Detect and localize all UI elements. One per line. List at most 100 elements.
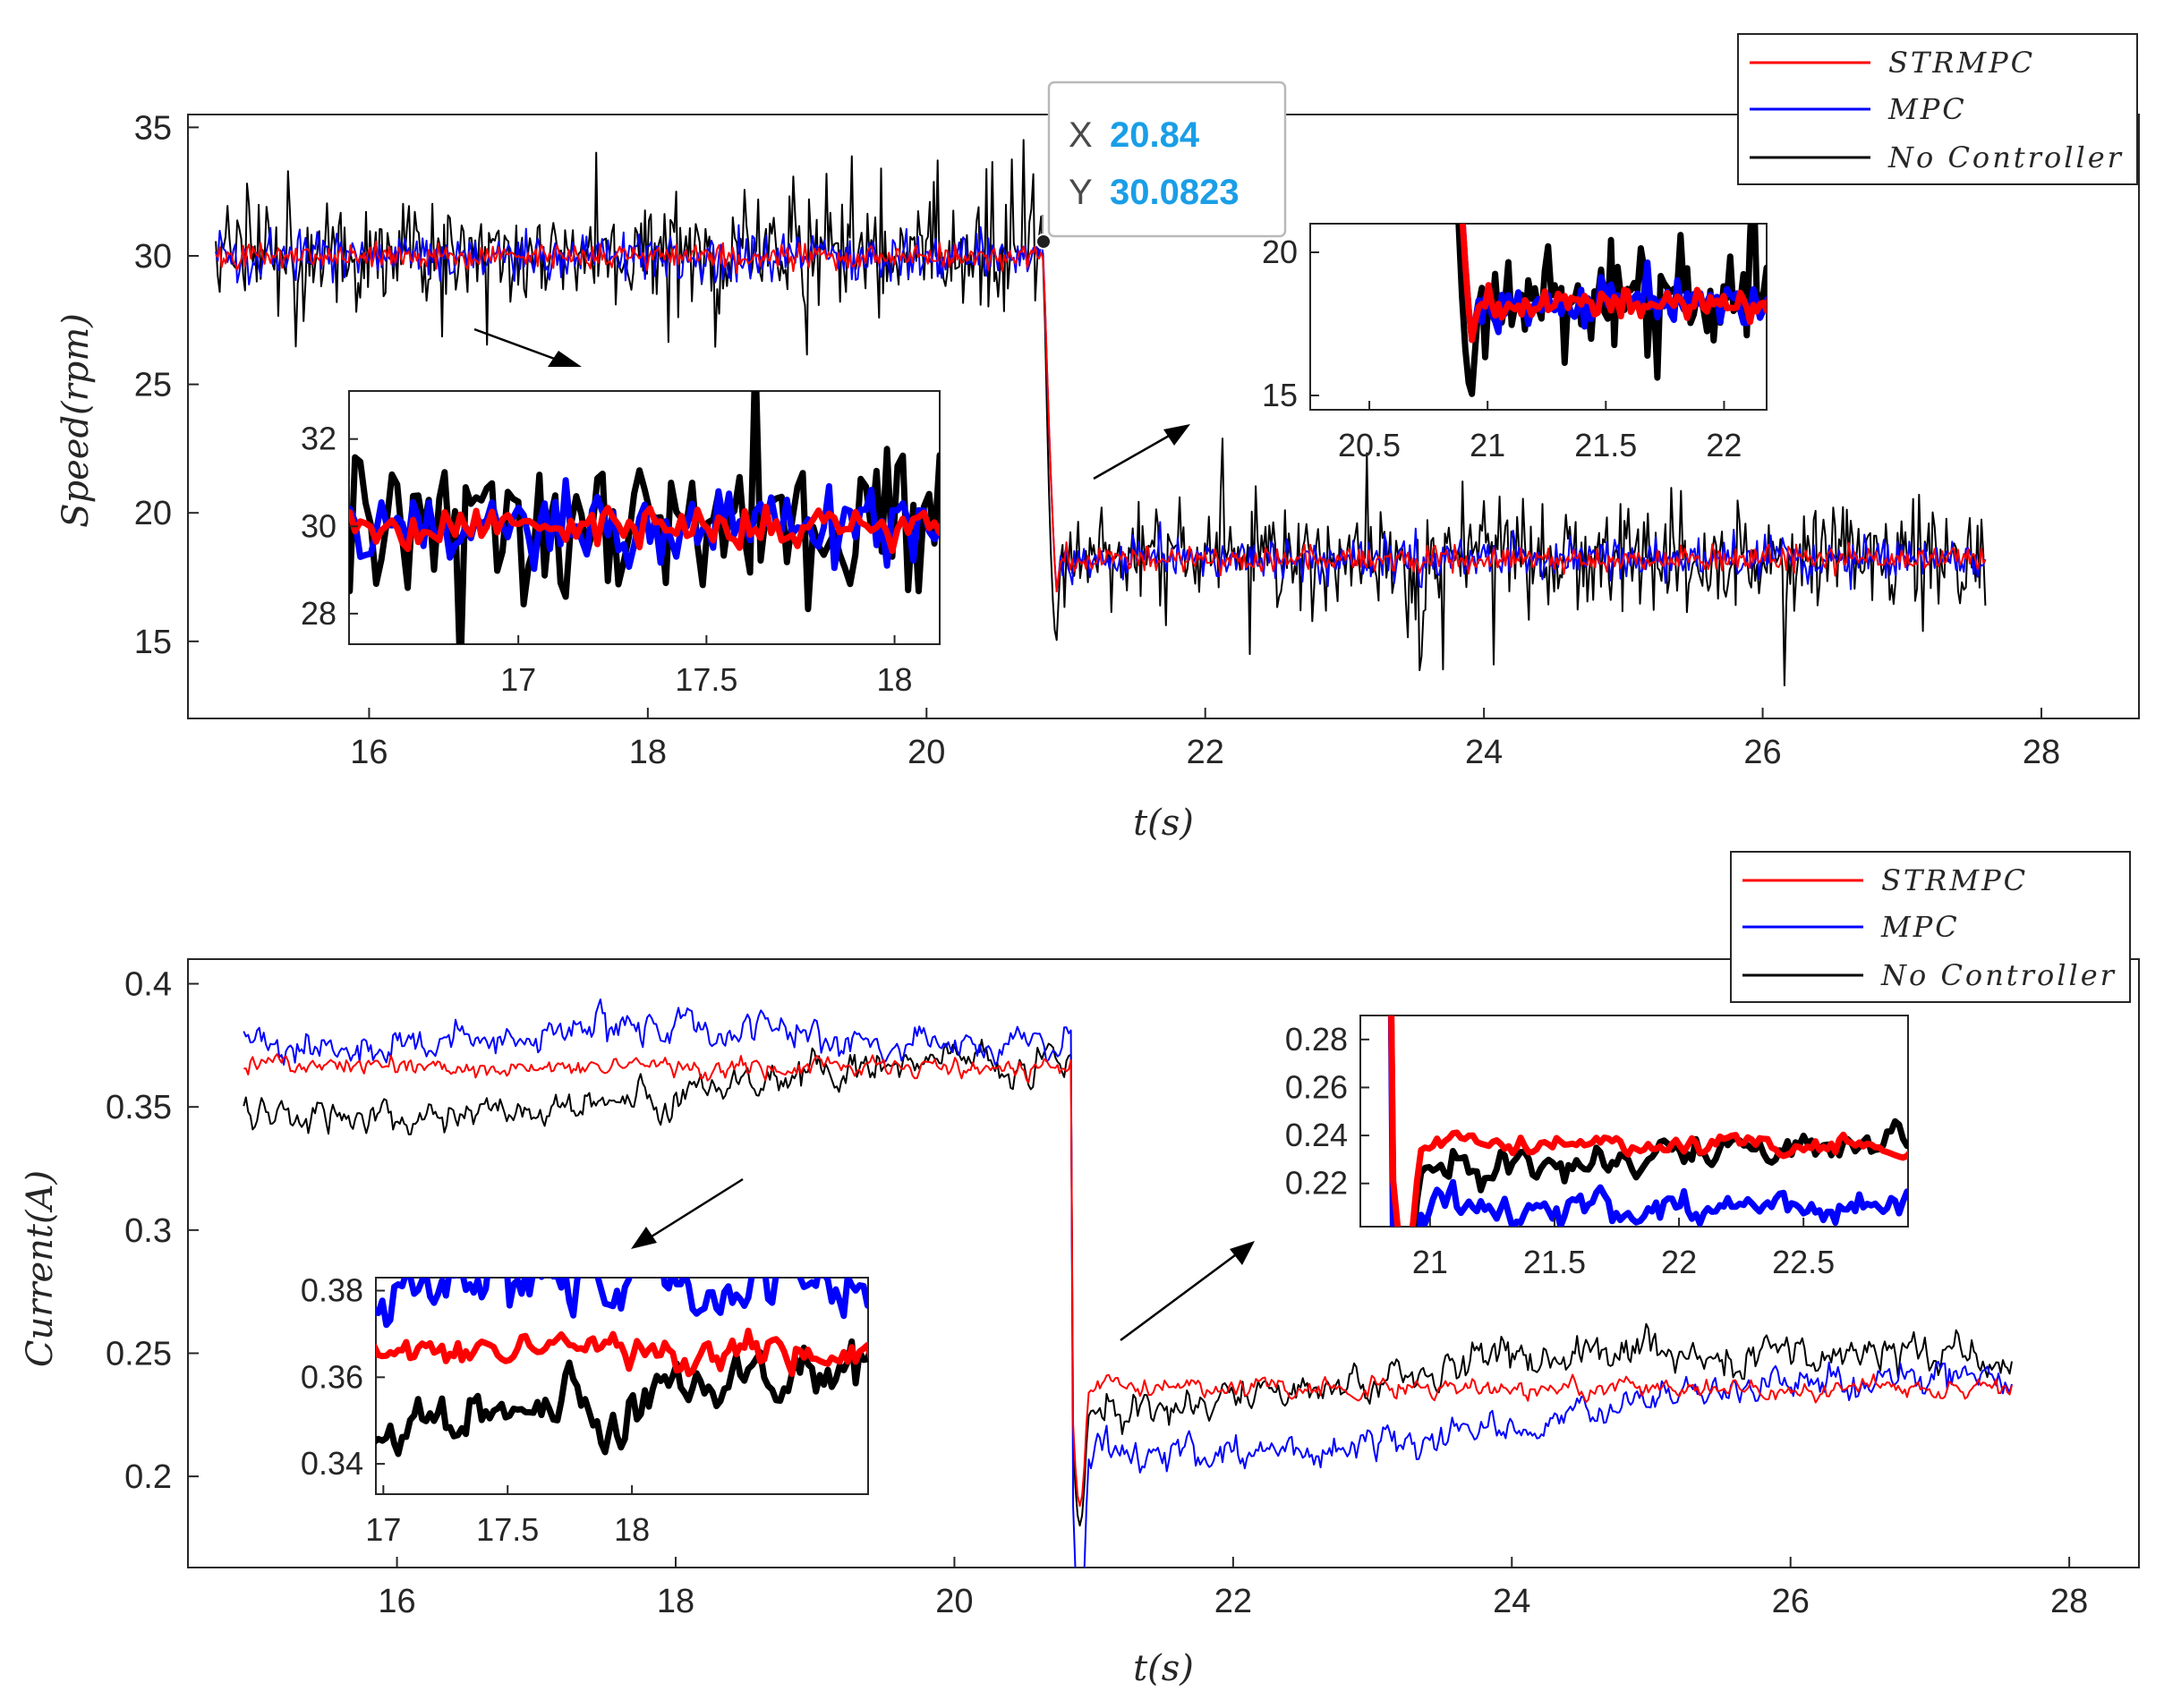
- current-line-none: [243, 1039, 2013, 1527]
- current-legend-label-none: No Controller: [1880, 958, 2117, 992]
- speed-inset-2-x-tick-label: 22: [1706, 427, 1742, 463]
- current-inset-1-line-strmpc: [376, 1327, 868, 1378]
- speed-inset-2-ticks: 20.5 21 21.5 22 15 20: [1262, 234, 1742, 463]
- current-y-tick-label: 0.2: [124, 1458, 172, 1496]
- current-x-tick-label: 18: [657, 1583, 694, 1620]
- current-inset-2-y-tick-label: 0.24: [1285, 1117, 1348, 1153]
- current-y-ticks: 0.2 0.25 0.3 0.35 0.4: [106, 966, 199, 1496]
- speed-inset-2-x-tick-label: 20.5: [1338, 427, 1401, 463]
- speed-inset-2-line-strmpc: [1459, 224, 1767, 344]
- speed-line-strmpc: [215, 240, 1987, 593]
- speed-zoom-arrow-1: [473, 327, 582, 367]
- speed-x-tick-label: 20: [907, 734, 945, 771]
- datatip-x-label: X: [1069, 115, 1093, 155]
- datatip-y-value: 30.0823: [1110, 173, 1240, 212]
- current-y-axis-label: Current(A): [20, 1170, 61, 1367]
- current-inset-1-y-tick-label: 0.34: [301, 1445, 363, 1482]
- speed-inset-zoom-1: 17 17.5 18 28 30 32: [301, 390, 941, 698]
- speed-x-tick-label: 16: [350, 734, 388, 771]
- current-inset-2-line-strmpc: [1388, 1015, 1908, 1227]
- speed-inset-2-lines: [1455, 224, 1767, 397]
- current-x-ticks: 16 18 20 22 24 26 28: [378, 1557, 2088, 1620]
- speed-y-tick-label: 20: [134, 495, 172, 532]
- current-y-tick-label: 0.35: [106, 1089, 172, 1126]
- speed-inset-1-y-tick-label: 30: [301, 507, 337, 544]
- current-inset-2-x-tick-label: 22.5: [1772, 1244, 1835, 1280]
- speed-x-tick-label: 26: [1743, 734, 1781, 771]
- current-inset-1-y-tick-label: 0.38: [301, 1272, 363, 1309]
- speed-series-lines: [215, 139, 1987, 687]
- current-inset-2-y-tick-label: 0.28: [1285, 1021, 1348, 1058]
- current-zoom-arrow-1: [631, 1177, 744, 1249]
- current-inset-zoom-2: 21 21.5 22 22.5 0.22 0.24 0.26 0.28: [1285, 1015, 1909, 1280]
- speed-plot: 15 20 25 30 35 16 18 20 22 24 26 28 t(s) Speed(rpm…: [55, 33, 2140, 844]
- current-inset-zoom-1: 17 17.5 18 0.34 0.36 0.38: [301, 1272, 869, 1548]
- speed-y-tick-label: 15: [134, 624, 172, 661]
- current-series-lines: [243, 998, 2013, 1568]
- speed-y-tick-label: 30: [134, 238, 172, 276]
- current-inset-2-y-tick-label: 0.26: [1285, 1068, 1348, 1105]
- current-legend-label-mpc: MPC: [1880, 910, 1960, 944]
- speed-inset-1-line-strmpc: [349, 504, 940, 555]
- speed-y-tick-label: 35: [134, 109, 172, 147]
- current-x-tick-label: 16: [378, 1583, 415, 1620]
- speed-inset-1-x-tick-label: 17: [500, 661, 536, 698]
- current-zoom-arrow-2: [1120, 1241, 1255, 1342]
- current-legend-label-strmpc: STRMPC: [1881, 863, 2028, 897]
- speed-inset-2-x-tick-label: 21: [1470, 427, 1505, 463]
- speed-inset-1-ticks: 17 17.5 18 28 30 32: [301, 421, 913, 698]
- current-plot: 0.2 0.25 0.3 0.35 0.4 16 18 20 22 24 26 28 t(s) Cu…: [20, 851, 2140, 1689]
- speed-x-ticks: 16 18 20 22 24 26 28: [350, 708, 2060, 771]
- current-inset-2-lines: [1387, 1015, 1908, 1227]
- speed-y-axis-label: Speed(rpm): [55, 313, 97, 528]
- current-x-axis-label: t(s): [1133, 1648, 1194, 1689]
- current-inset-1-x-tick-label: 18: [614, 1511, 650, 1548]
- current-inset-1-x-tick-label: 17: [365, 1511, 401, 1548]
- current-line-strmpc: [243, 1053, 2013, 1508]
- current-inset-2-ticks: 21 21.5 22 22.5 0.22 0.24 0.26 0.28: [1285, 1021, 1835, 1280]
- speed-inset-1-y-tick-label: 32: [301, 421, 337, 457]
- current-inset-1-lines: [376, 1278, 868, 1457]
- datatip[interactable]: X 20.84 Y 30.0823: [1035, 81, 1287, 250]
- speed-inset-2-y-tick-label: 15: [1262, 377, 1298, 413]
- speed-line-none: [215, 139, 1987, 687]
- current-inset-2-x-tick-label: 22: [1661, 1244, 1697, 1280]
- speed-inset-1-line-none: [349, 391, 940, 644]
- current-x-tick-label: 24: [1493, 1583, 1530, 1620]
- current-y-tick-label: 0.3: [124, 1212, 172, 1250]
- speed-x-axis-label: t(s): [1133, 803, 1194, 844]
- speed-y-ticks: 15 20 25 30 35: [134, 109, 199, 661]
- current-x-tick-label: 20: [935, 1583, 973, 1620]
- current-inset-2-line-mpc: [1387, 1015, 1908, 1227]
- speed-x-tick-label: 28: [2023, 734, 2060, 771]
- speed-inset-2-y-tick-label: 20: [1262, 234, 1298, 270]
- speed-legend: STRMPC MPC No Controller: [1737, 33, 2138, 185]
- datatip-box: [1047, 81, 1287, 238]
- speed-inset-1-x-tick-label: 17.5: [675, 661, 737, 698]
- speed-inset-2-x-tick-label: 21.5: [1574, 427, 1637, 463]
- speed-inset-1-x-tick-label: 18: [877, 661, 913, 698]
- current-x-tick-label: 22: [1214, 1583, 1252, 1620]
- speed-zoom-arrow-2: [1093, 424, 1190, 480]
- speed-x-tick-label: 22: [1187, 734, 1224, 771]
- speed-legend-label-none: No Controller: [1887, 140, 2124, 174]
- speed-inset-1-y-tick-label: 28: [301, 595, 337, 632]
- current-inset-2-x-tick-label: 21: [1412, 1244, 1448, 1280]
- datatip-x-value: 20.84: [1110, 115, 1200, 155]
- current-inset-2-y-tick-label: 0.22: [1285, 1165, 1348, 1202]
- current-inset-2-x-tick-label: 21.5: [1523, 1244, 1586, 1280]
- datatip-marker: [1035, 234, 1052, 250]
- speed-y-tick-label: 25: [134, 367, 172, 404]
- speed-x-tick-label: 24: [1465, 734, 1503, 771]
- current-y-tick-label: 0.4: [124, 966, 172, 1004]
- current-x-tick-label: 26: [1772, 1583, 1810, 1620]
- speed-inset-1-lines: [349, 391, 940, 644]
- current-legend: STRMPC MPC No Controller: [1730, 851, 2131, 1003]
- current-inset-1-y-tick-label: 0.36: [301, 1358, 363, 1395]
- datatip-y-label: Y: [1069, 173, 1093, 212]
- current-inset-1-ticks: 17 17.5 18 0.34 0.36 0.38: [301, 1272, 650, 1548]
- speed-legend-label-strmpc: STRMPC: [1888, 46, 2035, 80]
- current-inset-1-line-mpc: [376, 1278, 868, 1329]
- current-x-tick-label: 28: [2050, 1583, 2088, 1620]
